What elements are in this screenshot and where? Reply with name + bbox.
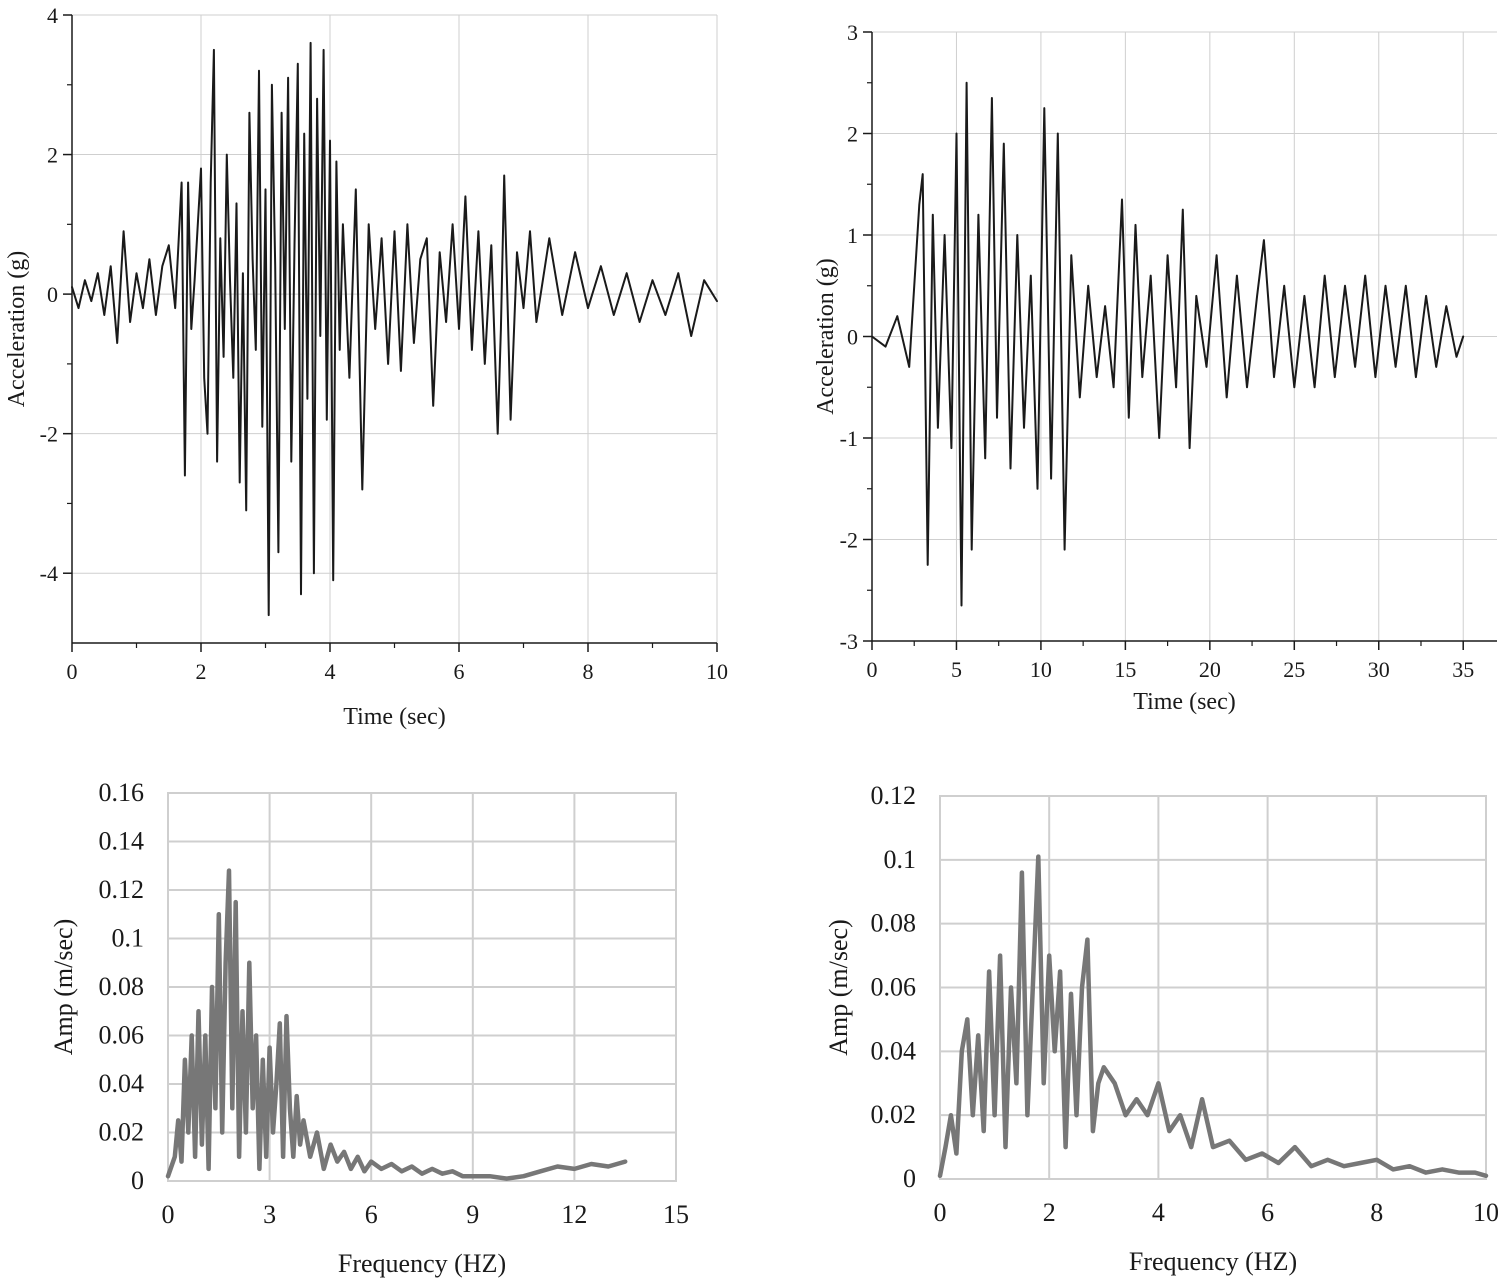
x-tick-label: 9 <box>466 1200 479 1229</box>
y-tick-label: 0 <box>131 1166 144 1195</box>
x-tick-label: 0 <box>934 1198 947 1227</box>
x-tick-label: 6 <box>365 1200 378 1229</box>
series-line-acceleration <box>871 81 1465 607</box>
x-tick-label: 10 <box>706 659 728 684</box>
y-tick-label: -4 <box>40 561 58 586</box>
x-tick-label: 0 <box>67 659 78 684</box>
y-tick-label: 0.12 <box>871 781 917 810</box>
y-axis-label: Amp (m/sec) <box>49 919 78 1055</box>
x-axis-label: Time (sec) <box>1133 689 1235 715</box>
y-axis-label: Amp (m/sec) <box>824 919 853 1055</box>
y-tick-label: 0 <box>47 282 58 307</box>
x-tick-label: 0 <box>162 1200 175 1229</box>
y-tick-label: 0.16 <box>99 778 145 807</box>
y-tick-label: -2 <box>840 528 858 553</box>
y-tick-label: 0.1 <box>884 845 917 874</box>
chart-bottom-right: 0 2 4 6 8 10 0 0.02 0.04 0.06 0.08 0.1 0.12 Frequency… <box>824 781 1499 1276</box>
x-tick-label: 35 <box>1452 657 1474 682</box>
x-tick-label: 15 <box>663 1200 689 1229</box>
y-tick-label: 4 <box>47 3 58 28</box>
x-tick-label: 10 <box>1473 1198 1499 1227</box>
x-tick-label: 3 <box>263 1200 276 1229</box>
y-tick-label: 0.06 <box>871 973 917 1002</box>
y-axis-label: Acceleration (g) <box>813 258 839 415</box>
x-axis-label: Frequency (HZ) <box>1129 1247 1297 1276</box>
y-tick-label: -3 <box>840 629 858 654</box>
x-tick-label: 30 <box>1368 657 1390 682</box>
x-tick-label: 15 <box>1114 657 1136 682</box>
x-tick-label: 2 <box>1043 1198 1056 1227</box>
y-axis-label: Acceleration (g) <box>4 251 30 408</box>
y-tick-label: 0.14 <box>99 827 145 856</box>
y-tick-label: 0.12 <box>99 875 145 904</box>
x-tick-label: 4 <box>325 659 336 684</box>
y-tick-label: 1 <box>847 223 858 248</box>
y-tick-label: 3 <box>847 20 858 45</box>
y-tick-label: 0 <box>847 325 858 350</box>
y-tick-label: 0.08 <box>99 972 145 1001</box>
y-tick-label: 0.06 <box>99 1021 145 1050</box>
x-tick-label: 8 <box>583 659 594 684</box>
x-axis-label: Time (sec) <box>343 704 445 730</box>
y-tick-label: -1 <box>840 426 858 451</box>
x-tick-label: 10 <box>1030 657 1052 682</box>
x-axis-label: Frequency (HZ) <box>338 1249 506 1278</box>
chart-bottom-left: 0 3 6 9 12 15 0 0.02 0.04 0.06 0.08 0.1 0.12 0.14 0.16… <box>49 778 689 1278</box>
y-tick-label: 2 <box>47 143 58 168</box>
chart-top-right: 0 5 10 15 20 25 30 35 -3 -2 -1 0 1 2 3 Time (sec) Accele… <box>813 20 1497 715</box>
y-tick-label: -2 <box>40 422 58 447</box>
y-tick-label: 0 <box>903 1164 916 1193</box>
y-tick-label: 0.04 <box>871 1036 917 1065</box>
x-tick-label: 6 <box>1261 1198 1274 1227</box>
chart-top-left: 0 2 4 6 8 10 -4 -2 0 2 4 Time (sec) Acceleration (g) <box>4 3 728 730</box>
x-tick-label: 0 <box>867 657 878 682</box>
y-tick-label: 0.02 <box>99 1118 145 1147</box>
x-tick-label: 5 <box>951 657 962 682</box>
y-tick-label: 0.02 <box>871 1100 917 1129</box>
series-line-fourier-amplitude <box>937 854 1489 1179</box>
x-tick-label: 25 <box>1283 657 1305 682</box>
series-line-acceleration <box>71 41 718 617</box>
y-tick-label: 2 <box>847 122 858 147</box>
y-tick-label: 0.1 <box>112 924 145 953</box>
x-tick-label: 20 <box>1199 657 1221 682</box>
x-tick-label: 8 <box>1370 1198 1383 1227</box>
x-tick-label: 12 <box>561 1200 587 1229</box>
y-tick-label: 0.08 <box>871 909 917 938</box>
x-tick-label: 2 <box>196 659 207 684</box>
x-tick-label: 4 <box>1152 1198 1165 1227</box>
plot-frame <box>939 795 1487 1180</box>
y-tick-label: 0.04 <box>99 1069 145 1098</box>
series-line-fourier-amplitude <box>165 868 628 1181</box>
plot-frame <box>167 792 677 1182</box>
x-tick-label: 6 <box>454 659 465 684</box>
